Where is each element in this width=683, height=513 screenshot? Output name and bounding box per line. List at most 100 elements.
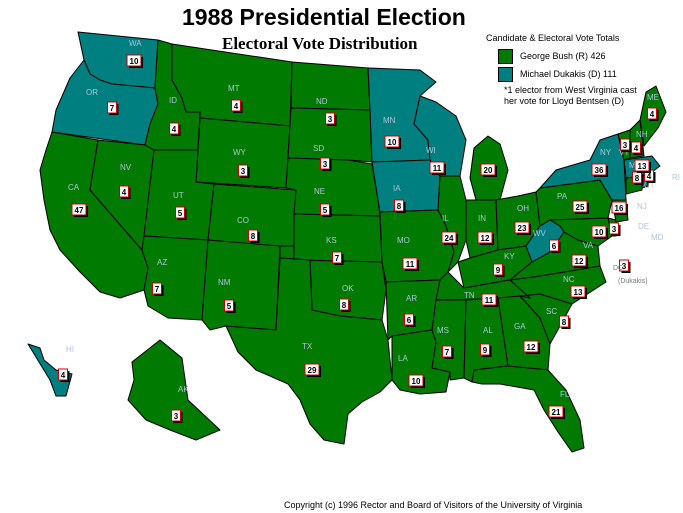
ev-box-sc [559, 315, 569, 328]
state-name-wi: WI [426, 146, 436, 155]
ev-box-nj [611, 201, 627, 214]
ev-value-fl: 21 [552, 408, 561, 417]
ev-box-ia [394, 199, 404, 212]
state-name-fl: FL [560, 390, 570, 399]
state-nm [201, 239, 281, 331]
state-name-sc: SC [546, 307, 557, 316]
ev-value-nm: 5 [227, 302, 232, 311]
ev-box-al [480, 343, 490, 356]
ev-value-ia: 8 [397, 202, 402, 211]
ev-box-la [408, 374, 424, 387]
state-name-wy: WY [233, 148, 247, 157]
ev-value-ne: 5 [323, 206, 328, 215]
ev-box-pa [572, 200, 588, 213]
ev-box-wv [549, 239, 559, 252]
ev-value-ut: 5 [178, 209, 183, 218]
state-name-md: MD [651, 233, 664, 242]
page-title: 1988 Presidential Election [182, 4, 466, 30]
ev-value-ga: 12 [527, 343, 536, 352]
state-name-az: AZ [157, 258, 167, 267]
state-name-me: ME [647, 93, 659, 102]
state-name-al: AL [483, 326, 493, 335]
ev-value-sc: 8 [562, 318, 567, 327]
ev-value-nd: 3 [328, 115, 333, 124]
ev-box-co [248, 229, 258, 242]
ev-box-mn [384, 135, 400, 148]
state-az [141, 235, 209, 321]
ev-value-tn: 11 [485, 296, 494, 305]
state-il [437, 175, 467, 273]
ev-value-mn: 10 [388, 138, 397, 147]
ev-box-ms [442, 345, 452, 358]
ev-box-or [107, 101, 117, 114]
state-name-sd: SD [313, 144, 324, 153]
ev-box-nm [224, 299, 234, 312]
ev-box-wy [238, 164, 248, 177]
state-wy [195, 117, 291, 189]
ev-box-id [169, 122, 179, 135]
ev-value-va: 12 [575, 257, 584, 266]
ev-value-ct: 8 [635, 174, 640, 183]
state-name-va: VA [583, 241, 594, 250]
legend-swatch-democrat [498, 67, 513, 82]
ev-box-sd [320, 157, 330, 170]
ev-box-az [152, 282, 162, 295]
legend-note-line2: her vote for Lloyd Bentsen (D) [504, 96, 625, 106]
state-hi [27, 343, 73, 397]
ev-box-nh [631, 141, 641, 154]
ev-value-oh: 23 [518, 224, 527, 233]
ev-value-wa: 10 [130, 57, 139, 66]
ev-value-mi: 20 [484, 166, 493, 175]
state-name-nm: NM [218, 278, 231, 287]
ev-box-nc [570, 285, 586, 298]
ev-value-or: 7 [110, 104, 115, 113]
ev-value-ca: 47 [75, 206, 84, 215]
ev-value-wy: 3 [241, 167, 246, 176]
ev-value-vt: 3 [623, 141, 628, 150]
ev-box-il [441, 231, 457, 244]
ev-box-mo [402, 257, 418, 270]
ev-box-ga [523, 340, 539, 353]
ev-value-wv: 6 [552, 242, 557, 251]
legend-note-line1: *1 elector from West Virginia cast [504, 85, 637, 95]
ev-box-nv [119, 185, 129, 198]
ev-value-nv: 4 [122, 188, 127, 197]
copyright-notice: Copyright (c) 1996 Rector and Board of V… [284, 500, 583, 510]
state-ms [431, 299, 467, 381]
state-name-ms: MS [437, 326, 449, 335]
state-fl [471, 365, 585, 453]
ev-box-in [477, 231, 493, 244]
ev-box-de [609, 222, 619, 235]
state-nd [290, 61, 371, 111]
state-name-id: ID [169, 96, 177, 105]
state-name-nd: ND [316, 97, 328, 106]
ev-value-ak: 3 [174, 412, 179, 421]
ev-value-mt: 4 [234, 102, 239, 111]
state-name-nh: NH [636, 130, 648, 139]
ev-value-az: 7 [155, 285, 160, 294]
state-name-in: IN [478, 214, 486, 223]
ev-box-tn [481, 293, 497, 306]
ev-box-hi [58, 368, 68, 381]
ev-value-sd: 3 [323, 160, 328, 169]
ev-box-fl [548, 405, 564, 418]
ev-box-vt [620, 138, 630, 151]
state-name-ga: GA [514, 322, 526, 331]
state-ak [127, 339, 221, 441]
dc-dukakis-note: (Dukakis) [618, 278, 648, 285]
ev-box-va [571, 254, 587, 267]
ev-value-ri: 4 [647, 172, 652, 181]
state-name-dc: DC [613, 265, 623, 272]
state-name-de: DE [638, 222, 649, 231]
state-name-mt: MT [228, 84, 240, 93]
ev-box-mi [480, 163, 496, 176]
ev-value-hi: 4 [61, 371, 66, 380]
ev-value-pa: 25 [576, 203, 585, 212]
state-name-vt: VT [619, 148, 629, 157]
ev-value-nc: 13 [574, 288, 583, 297]
ev-value-in: 12 [481, 234, 490, 243]
ev-box-ut [175, 206, 185, 219]
ev-value-nj: 16 [615, 204, 624, 213]
ev-value-ms: 7 [445, 348, 450, 357]
